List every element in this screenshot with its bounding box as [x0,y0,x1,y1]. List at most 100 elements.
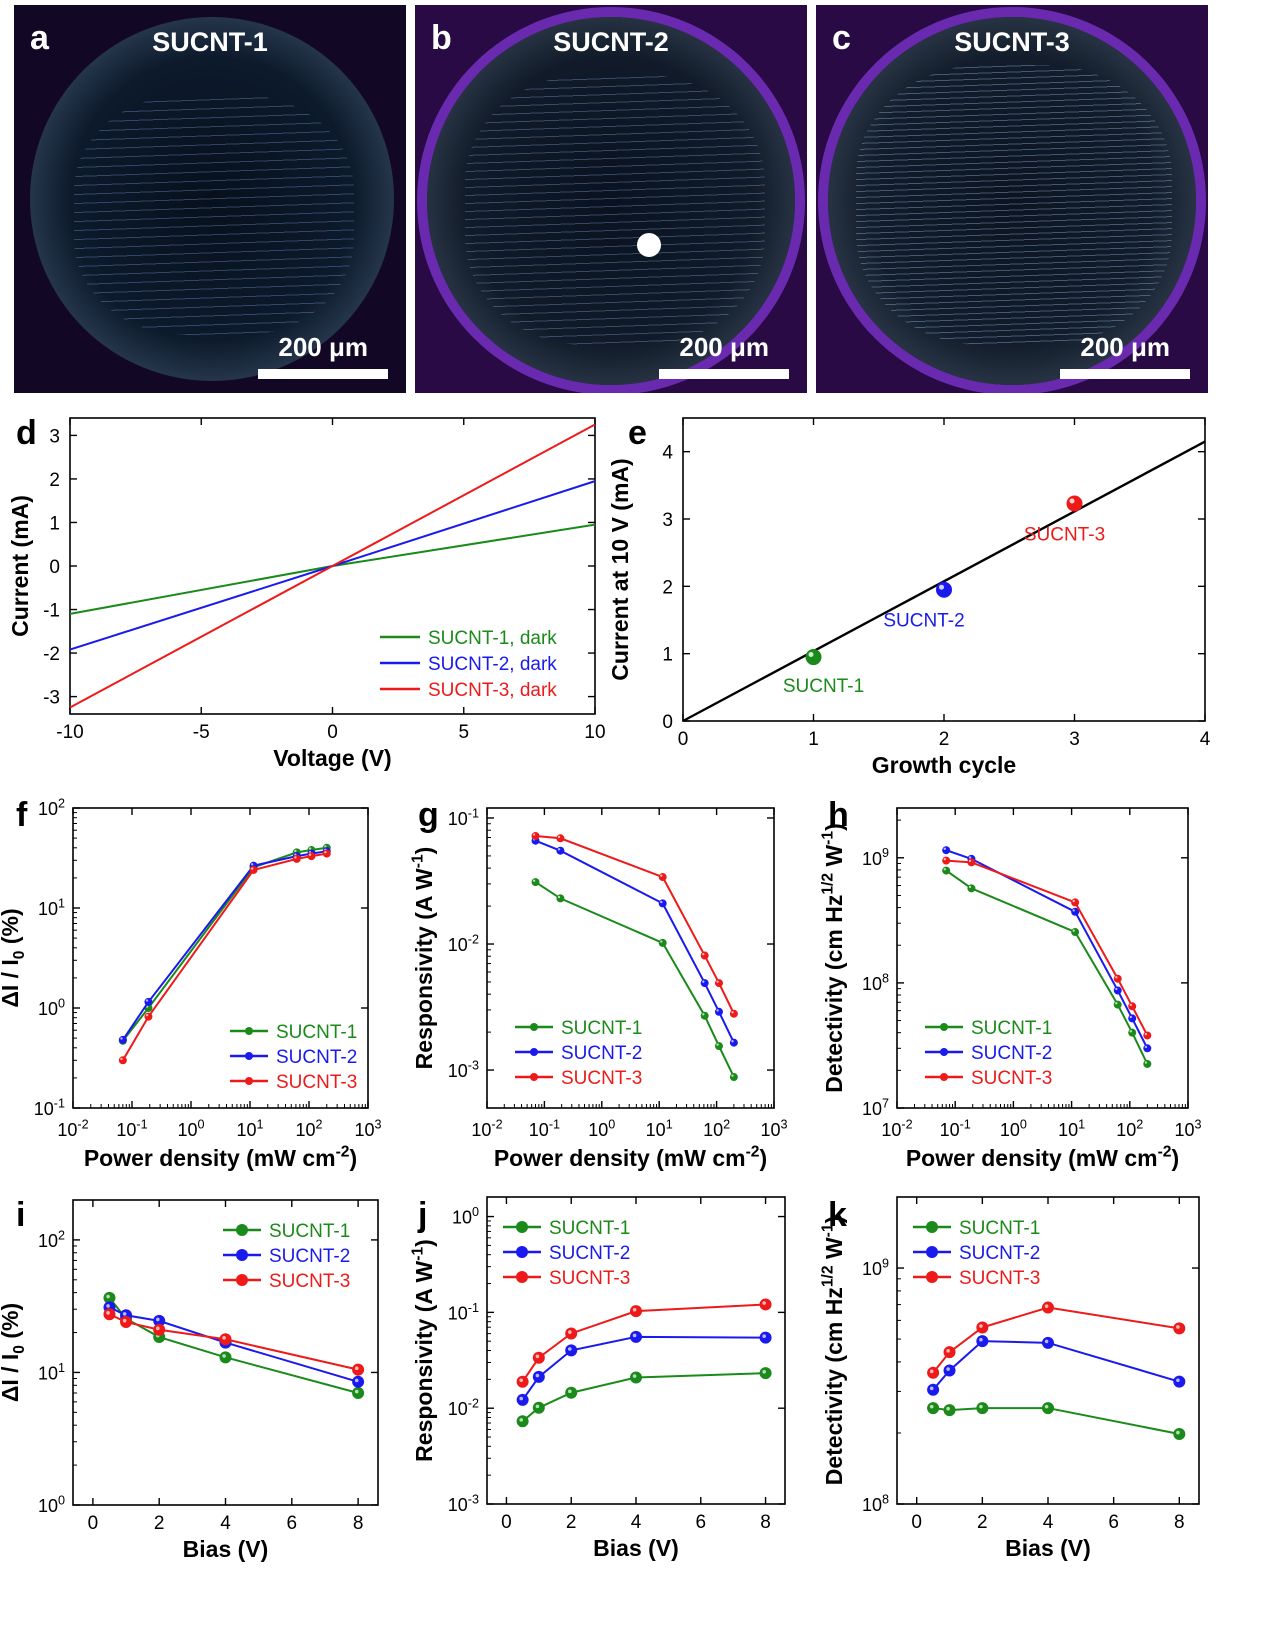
data-point [714,1007,723,1016]
point-highlight [660,874,663,877]
data-point [1042,1301,1054,1314]
x-tick-label: 6 [695,1512,706,1533]
y-tick-label: 107 [862,1096,889,1119]
point-highlight [929,1404,934,1409]
data-point [532,1401,545,1414]
series-line [535,834,735,1015]
point-highlight [731,1074,734,1077]
y-tick-label: 109 [862,1256,889,1279]
point-label: SUCNT-3 [1024,525,1105,546]
x-tick-label: 8 [760,1512,771,1533]
x-tick-label: 103 [354,1117,381,1140]
legend-label: SUCNT-1 [549,1218,630,1239]
y-tick-label: 100 [38,996,65,1019]
data-point [565,1344,578,1357]
data-point [936,581,952,598]
panel-letter-f: f [16,796,28,834]
data-point [927,1402,940,1415]
data-point [565,1386,578,1399]
panel-letter-g: g [418,796,439,834]
x-tick-label: 2 [566,1512,577,1533]
data-point [658,873,667,882]
panel-letter-e: e [628,414,647,452]
legend-label: SUCNT-3 [269,1271,350,1292]
legend-label: SUCNT-2 [959,1243,1040,1264]
plot-frame [72,807,369,1109]
data-point [1042,1336,1054,1349]
point-highlight [106,1304,110,1308]
point-highlight [120,1037,123,1040]
plot-frame [896,807,1189,1109]
point-highlight [519,1378,524,1383]
y-tick-label: 0 [662,712,673,733]
point-highlight [324,845,327,848]
point-highlight [354,1378,359,1383]
data-point [943,1364,956,1377]
legend-marker [940,1073,948,1081]
legend-marker [926,1246,938,1258]
point-highlight [731,1011,734,1014]
point-highlight [968,885,972,889]
x-tick-label: 2 [977,1512,988,1533]
data-point [1113,1000,1122,1009]
substrate-disc [427,17,795,385]
legend-marker [236,1224,248,1236]
point-highlight [968,859,972,863]
point-highlight [519,1396,524,1401]
data-point [805,649,822,666]
data-point [943,1404,956,1417]
point-highlight [324,850,327,854]
data-point [729,1009,738,1018]
point-highlight [155,1326,160,1331]
point-highlight [943,867,946,871]
data-point [307,852,316,861]
point-highlight [308,853,312,856]
x-tick-label: 3 [1069,729,1080,750]
point-highlight [1044,1304,1049,1308]
cnt-lines [465,75,765,345]
x-tick-label: 101 [1058,1117,1085,1140]
chart-j: j 0 2 4 6 8 10-3 10-2 10-1 100 Bias (V) Responsivit… [409,1196,786,1561]
x-tick-label: 6 [287,1513,298,1534]
legend-marker [245,1077,253,1085]
x-axis-label: Power density (mW cm-2) [494,1143,767,1171]
point-highlight [1144,1032,1148,1036]
legend-label: SUCNT-2 [549,1243,630,1264]
legend-label: SUCNT-3 [561,1068,642,1089]
y-tick-label: 109 [862,846,889,869]
point-highlight [155,1317,160,1322]
chart-k: k 0 2 4 6 8 108 109 Bias (V) Detectivity (cm Hz1/… [819,1196,1200,1561]
y-tick-label: 102 [38,1228,65,1251]
y-tick-label: 10-1 [34,1096,65,1119]
data-point [1143,1059,1152,1068]
legend-label: SUCNT-1 [276,1022,357,1043]
point-highlight [122,1318,127,1323]
bright-spot [637,233,661,257]
x-tick-label: 102 [703,1117,730,1140]
point-highlight [979,1404,983,1409]
fit-line [682,440,1206,723]
x-tick-label: 5 [458,722,469,743]
chart-g: g 10-2 10-1 100 101 102 103 10-3 10-2 10-1 Power d… [409,796,787,1171]
point-label: SUCNT-2 [883,611,964,632]
data-point [1143,1044,1152,1053]
x-tick-label: 100 [177,1117,204,1140]
y-axis-label: Detectivity (cm Hz1/2 W-1) [819,1216,847,1486]
x-axis-label: Bias (V) [183,1536,269,1562]
x-axis-label: Bias (V) [1005,1535,1091,1561]
photo-title: SUCNT-2 [553,27,669,57]
data-point [103,1291,116,1304]
legend-marker [245,1052,253,1060]
x-tick-label: 102 [1116,1117,1143,1140]
legend-marker [236,1249,248,1261]
legend-label: SUCNT-1 [971,1018,1052,1039]
y-axis-label: Responsivity (A W-1) [409,847,437,1070]
x-axis-label: Bias (V) [593,1535,679,1561]
substrate-disc [30,17,394,381]
point-highlight [222,1354,226,1358]
series-line [69,423,596,709]
point-highlight [632,1374,637,1378]
legend-label: SUCNT-1 [959,1218,1040,1239]
point-highlight [632,1333,637,1338]
plot-frame [896,1196,1200,1505]
